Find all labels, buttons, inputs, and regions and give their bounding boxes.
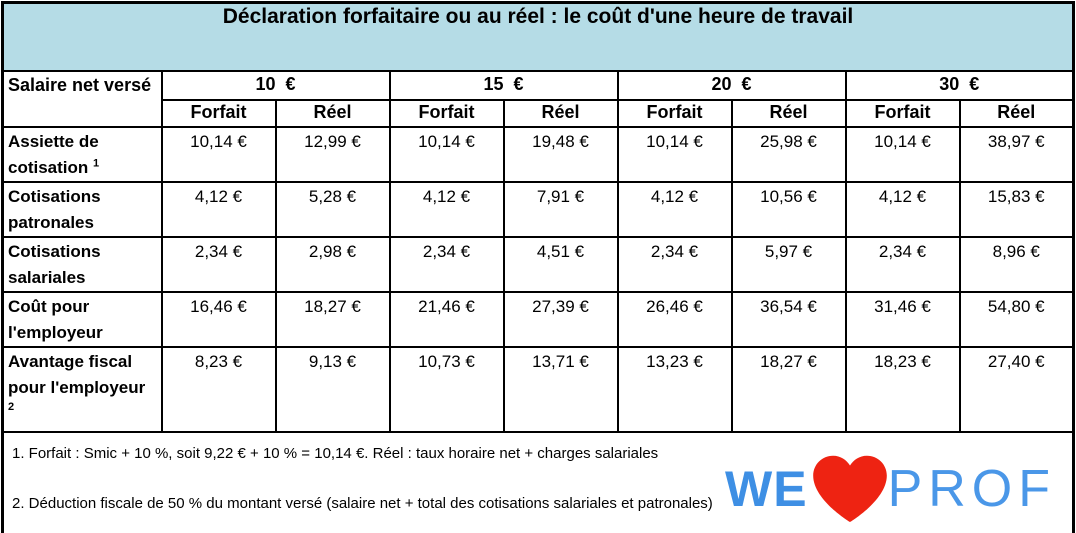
subheader-forfait: Forfait: [388, 99, 505, 128]
value-cell: 13,23 €: [616, 346, 733, 433]
value-cell: 4,51 €: [502, 236, 619, 293]
table-body: Assiette de cotisation 1 10,14 €12,99 €10…: [1, 126, 1075, 433]
value-cell: 10,14 €: [616, 126, 733, 183]
value-cell: 10,14 €: [844, 126, 961, 183]
value-cell: 27,40 €: [958, 346, 1075, 433]
subheader-forfait: Forfait: [616, 99, 733, 128]
table-row: Cotisations patronales 4,12 €5,28 €4,12 €…: [1, 181, 1075, 238]
salary-header-row: Salaire net versé 10 € 15 € 20 € 30 €: [1, 70, 1075, 128]
footer-row: 1. Forfait : Smic + 10 %, soit 9,22 € + …: [1, 431, 1075, 533]
value-cell: 4,12 €: [388, 181, 505, 238]
value-cell: 10,14 €: [160, 126, 277, 183]
subheader-row: Forfait Réel Forfait Réel Forfait Réel F…: [3, 99, 1075, 128]
row-label: Coût pour l'employeur: [1, 291, 163, 348]
value-cell: 9,13 €: [274, 346, 391, 433]
value-cell: 2,98 €: [274, 236, 391, 293]
footnote-1: 1. Forfait : Smic + 10 %, soit 9,22 € + …: [12, 445, 659, 462]
salary-group-20: 20 €: [616, 70, 847, 101]
row-label: Cotisations salariales: [1, 236, 163, 293]
value-cell: 8,23 €: [160, 346, 277, 433]
value-cell: 18,27 €: [274, 291, 391, 348]
corner-label: Salaire net versé: [1, 70, 163, 128]
logo-we-text: WE: [725, 460, 808, 517]
table-footer: 1. Forfait : Smic + 10 %, soit 9,22 € + …: [1, 431, 1075, 533]
logo-prof-text: PROF: [887, 459, 1057, 518]
value-cell: 27,39 €: [502, 291, 619, 348]
value-cell: 4,12 €: [844, 181, 961, 238]
value-cell: 5,97 €: [730, 236, 847, 293]
weloveprof-logo: WE PROF: [725, 455, 1056, 523]
footnote-ref: 1: [93, 157, 100, 170]
subheader-forfait: Forfait: [160, 99, 277, 128]
subheader-reel: Réel: [274, 99, 391, 128]
value-cell: 16,46 €: [160, 291, 277, 348]
heart-icon: [812, 455, 887, 522]
table-header: Déclaration forfaitaire ou au réel : le …: [1, 1, 1075, 128]
row-label: Avantage fiscal pour l'employeur 2: [1, 346, 163, 433]
value-cell: 25,98 €: [730, 126, 847, 183]
value-cell: 7,91 €: [502, 181, 619, 238]
footnote-2: 2. Déduction fiscale de 50 % du montant …: [12, 495, 713, 512]
value-cell: 36,54 €: [730, 291, 847, 348]
value-cell: 8,96 €: [958, 236, 1075, 293]
value-cell: 54,80 €: [958, 291, 1075, 348]
table-row: Coût pour l'employeur 16,46 €18,27 €21,46…: [1, 291, 1075, 348]
value-cell: 13,71 €: [502, 346, 619, 433]
value-cell: 15,83 €: [958, 181, 1075, 238]
value-cell: 26,46 €: [616, 291, 733, 348]
subheader-forfait: Forfait: [844, 99, 961, 128]
value-cell: 2,34 €: [844, 236, 961, 293]
value-cell: 2,34 €: [616, 236, 733, 293]
value-cell: 2,34 €: [388, 236, 505, 293]
value-cell: 18,27 €: [730, 346, 847, 433]
salary-group-30: 30 €: [844, 70, 1075, 101]
salary-group-15: 15 €: [388, 70, 619, 101]
table-row: Cotisations salariales 2,34 €2,98 €2,34 €…: [1, 236, 1075, 293]
salary-group-10: 10 €: [160, 70, 391, 101]
value-cell: 38,97 €: [958, 126, 1075, 183]
footer-cell: 1. Forfait : Smic + 10 %, soit 9,22 € + …: [1, 431, 1075, 533]
value-cell: 10,56 €: [730, 181, 847, 238]
value-cell: 21,46 €: [388, 291, 505, 348]
footnote-ref: 2: [8, 401, 15, 413]
subheader-reel: Réel: [730, 99, 847, 128]
value-cell: 4,12 €: [160, 181, 277, 238]
value-cell: 10,14 €: [388, 126, 505, 183]
value-cell: 2,34 €: [160, 236, 277, 293]
row-label: Cotisations patronales: [1, 181, 163, 238]
value-cell: 19,48 €: [502, 126, 619, 183]
value-cell: 5,28 €: [274, 181, 391, 238]
value-cell: 31,46 €: [844, 291, 961, 348]
value-cell: 12,99 €: [274, 126, 391, 183]
table-title: Déclaration forfaitaire ou au réel : le …: [1, 1, 1075, 72]
value-cell: 4,12 €: [616, 181, 733, 238]
value-cell: 10,73 €: [388, 346, 505, 433]
row-label: Assiette de cotisation 1: [1, 126, 163, 183]
subheader-reel: Réel: [958, 99, 1075, 128]
subheader-reel: Réel: [502, 99, 619, 128]
table-row: Avantage fiscal pour l'employeur 2 8,23 €9…: [1, 346, 1075, 433]
value-cell: 18,23 €: [844, 346, 961, 433]
table-row: Assiette de cotisation 1 10,14 €12,99 €10…: [1, 126, 1075, 183]
title-row: Déclaration forfaitaire ou au réel : le …: [1, 1, 1075, 72]
